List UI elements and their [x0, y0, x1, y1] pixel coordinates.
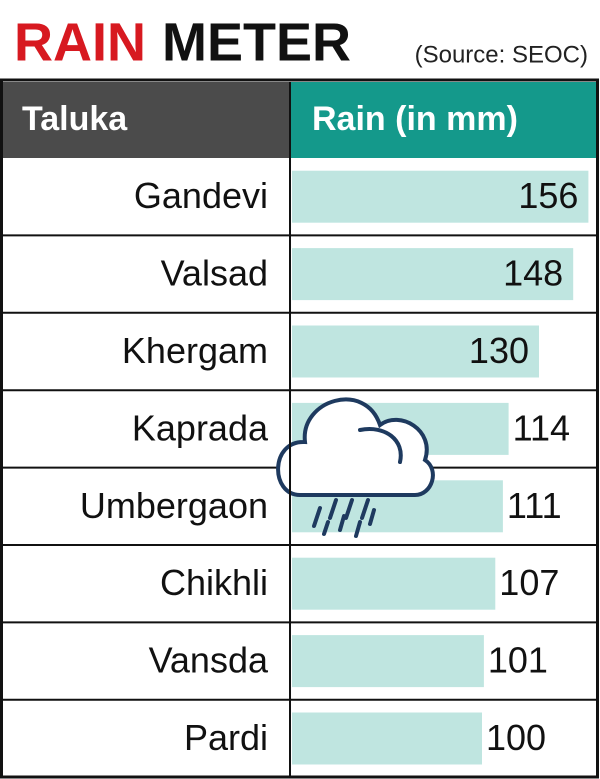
- category-label: Pardi: [184, 717, 268, 758]
- cloud-icon: [276, 397, 435, 538]
- table-border: [0, 78, 599, 779]
- value-label: 100: [486, 717, 546, 758]
- bar: [292, 557, 496, 610]
- value-label: 148: [503, 253, 563, 294]
- bar: [292, 635, 484, 688]
- column-header: Rain (in mm): [312, 100, 518, 138]
- value-label: 111: [507, 485, 562, 526]
- header-cell: [290, 82, 597, 158]
- bar: [292, 712, 482, 765]
- value-label: 107: [499, 562, 559, 603]
- chart-title-part: METER: [162, 12, 351, 72]
- chart-title-part: RAIN: [14, 12, 146, 72]
- category-label: Khergam: [122, 330, 268, 371]
- value-label: 101: [488, 640, 548, 681]
- bar: [292, 325, 539, 378]
- bar: [292, 248, 574, 301]
- source: (Source: SEOC): [415, 41, 588, 68]
- category-label: Valsad: [161, 253, 268, 294]
- value-label: 130: [469, 330, 529, 371]
- category-label: Kaprada: [132, 407, 269, 448]
- category-label: Umbergaon: [80, 485, 268, 526]
- category-label: Vansda: [149, 640, 269, 681]
- column-header: Taluka: [22, 100, 128, 138]
- header-cell: [2, 82, 290, 158]
- category-label: Gandevi: [134, 175, 268, 216]
- category-label: Chikhli: [160, 562, 268, 603]
- bar: [292, 170, 589, 223]
- value-label: 114: [513, 407, 570, 448]
- value-label: 156: [518, 175, 578, 216]
